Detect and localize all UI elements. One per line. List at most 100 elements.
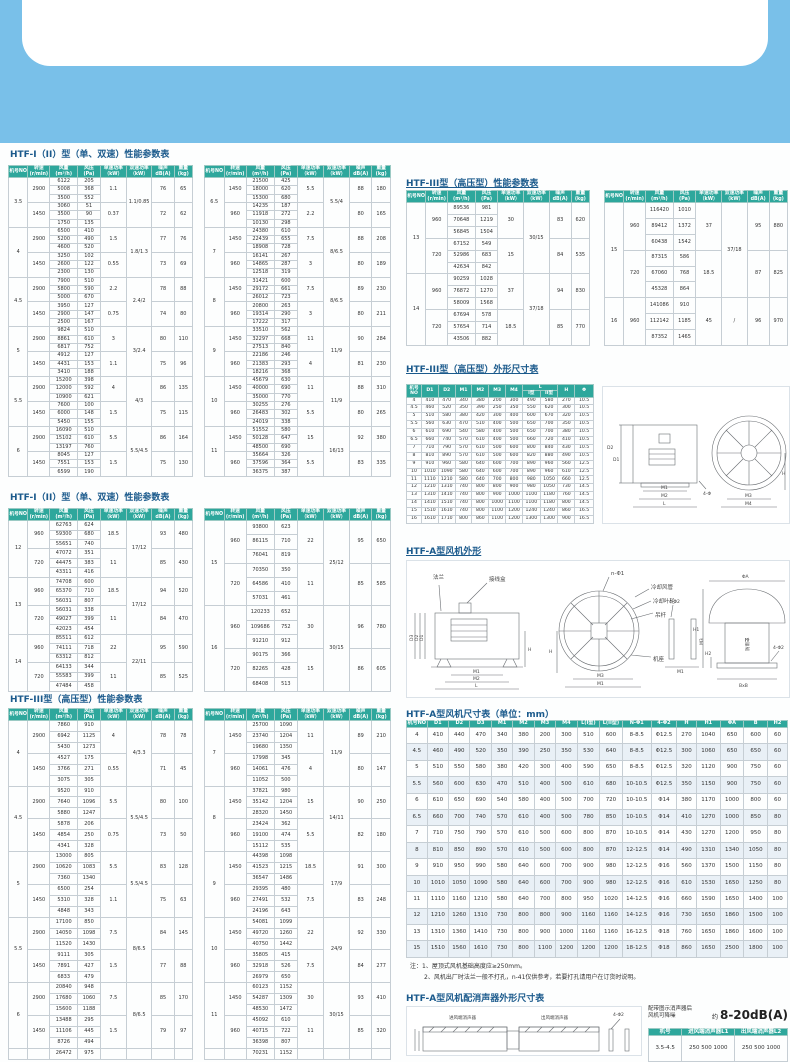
column-header: 机号: [647, 1027, 683, 1037]
cell: 2300: [49, 268, 78, 278]
cell: 6500: [49, 226, 78, 237]
cell: 430: [676, 825, 697, 843]
cell: 4.5: [406, 404, 422, 414]
cell: 45092: [245, 1014, 275, 1027]
column-header: 风量 (m³/h): [245, 164, 275, 179]
cell: 683: [474, 249, 499, 263]
column-header: 噪声 dB(A): [151, 164, 175, 179]
cell: 532: [273, 894, 298, 907]
cell: 410: [371, 982, 391, 1016]
cell: 340: [490, 726, 514, 745]
hp-perf-table-4-6.5: 机号NO 转速 (r/min) 风量 (m³/h) 风压 (Pa) 单速功率 （kW）双…: [7, 707, 194, 1061]
table-row: 6599 190: [9, 467, 193, 477]
cell: 2900: [27, 177, 51, 203]
cell: 16090: [49, 425, 78, 436]
cell: 0.37: [99, 201, 127, 228]
cell: 4: [406, 726, 428, 745]
cell: 550: [448, 759, 471, 778]
cell: 800: [454, 514, 473, 525]
cell: 810: [426, 841, 450, 860]
cell: 85: [349, 562, 373, 607]
cell: 84: [151, 605, 175, 635]
column-header: 双速功率 （kW）: [322, 507, 351, 522]
cell: 610: [76, 334, 101, 344]
cell: 11520: [49, 938, 78, 951]
cell: 1650: [719, 891, 745, 909]
cell: 600: [743, 726, 769, 745]
cell: 398: [76, 376, 101, 386]
cell: 5.5: [99, 425, 127, 452]
cell: 900: [488, 491, 507, 501]
cell: Φ16: [650, 858, 678, 876]
cell: 1450: [27, 1014, 51, 1049]
dim-label: M2: [473, 676, 480, 682]
cell: 368: [273, 367, 298, 378]
cell: 14.5: [574, 491, 594, 501]
column-header: 风压 (Pa): [76, 164, 101, 179]
cell: 305: [76, 774, 101, 787]
cell: 690: [469, 792, 492, 810]
cell: 525: [173, 662, 194, 692]
cell: 500: [555, 808, 578, 827]
cell: 90: [349, 785, 373, 820]
cell: 12-12.5: [621, 841, 652, 860]
cell: 16: [204, 605, 225, 692]
cell: 981: [474, 202, 499, 215]
cell: 510: [576, 726, 601, 745]
column-header: 双速功率 （kW）: [125, 707, 153, 722]
cell: 650: [448, 792, 471, 810]
cell: 167: [76, 318, 101, 328]
cell: 90: [76, 210, 101, 220]
cell: 208: [371, 226, 391, 253]
cell: 580: [273, 425, 298, 436]
cell: 93: [151, 520, 175, 550]
cell: 650: [521, 420, 541, 430]
cell: 21383: [245, 359, 275, 369]
cell: 500: [533, 825, 557, 843]
table-row: 12 960 62763 624 18.5 17/12 93 480: [7, 520, 194, 578]
cooling-duct-label: 冷却风管: [651, 583, 674, 591]
cell: 800: [533, 907, 557, 926]
cell: 1568: [474, 297, 499, 311]
column-header: 机号NO: [405, 189, 427, 204]
cell: 10900: [49, 392, 78, 403]
cell: 592: [76, 384, 101, 394]
table-row: 13 1310 1410 740 800 900 1000 1100 1180 760 14.5: [406, 491, 594, 501]
cell: 740: [437, 436, 456, 445]
cell: 14/11: [322, 785, 351, 853]
cell: 1310: [695, 841, 721, 860]
cell: 800: [743, 792, 769, 810]
cell: 10.5: [574, 396, 594, 406]
cell: 1300: [521, 514, 541, 525]
cell: 610: [471, 436, 490, 445]
cell: 45: [695, 297, 723, 346]
cell: 1270: [474, 285, 499, 299]
cell: 800: [576, 825, 601, 843]
cell: 640: [471, 467, 490, 477]
cell: 1650: [695, 940, 721, 958]
table-row: 10 1010 1050 1090 580 640 600 700 900 980 12-12.5 Φ…: [406, 874, 788, 893]
column-header: 机号 NO: [406, 384, 422, 398]
table-row: 10 1450 54081 1099 22 24/9 92 330: [204, 916, 391, 984]
cell: 37821: [245, 785, 275, 798]
cell: 1215: [273, 862, 298, 874]
cell: 1410: [469, 923, 492, 942]
noise-reduction-prefix: 约: [712, 1014, 720, 1021]
cell: 1270: [695, 825, 721, 843]
cell: 14: [405, 273, 427, 346]
cell: 44398: [245, 851, 275, 864]
cell: 3250: [49, 251, 78, 262]
table-row: 9 1450 33510 562 11 11/9 90 284: [204, 326, 391, 378]
cell: 4.5: [406, 743, 428, 761]
cell: 2900: [27, 982, 51, 1016]
cell: 82265: [245, 662, 275, 678]
column-header: 转速 (r/min): [623, 189, 647, 204]
cell: 246: [273, 351, 298, 361]
cell: 22186: [245, 351, 275, 361]
cell: 700: [505, 467, 523, 477]
cell: 284: [371, 326, 391, 353]
cell: 807: [76, 595, 101, 607]
cell: 95: [746, 202, 770, 251]
cell: 67060: [645, 265, 674, 283]
cell: 4: [296, 351, 325, 378]
